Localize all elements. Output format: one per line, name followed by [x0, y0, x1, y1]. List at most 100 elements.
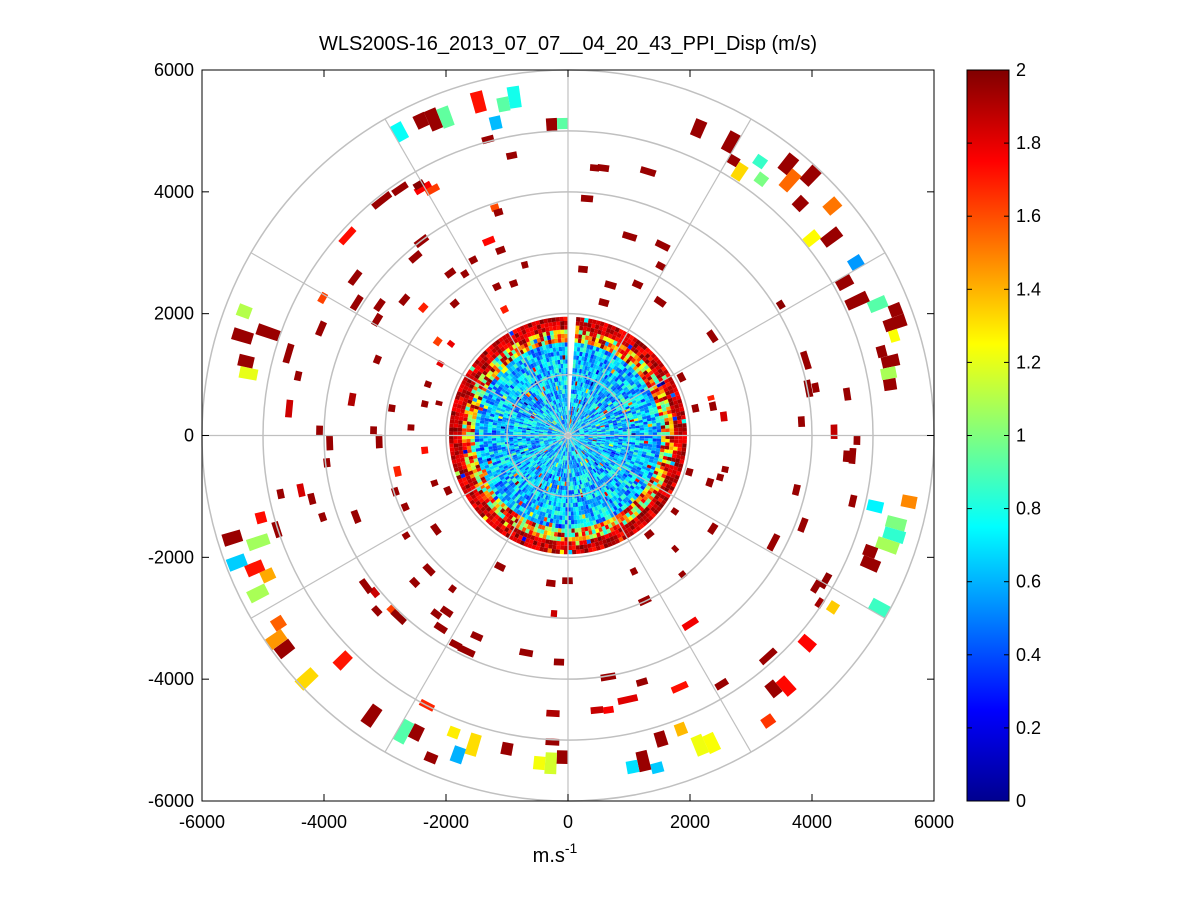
radar-cell [614, 488, 619, 494]
radar-cell [576, 476, 580, 481]
radar-cell [639, 388, 646, 394]
radar-cell [489, 413, 495, 418]
radar-cell [644, 517, 651, 524]
radar-cell [599, 445, 604, 449]
radar-cell [609, 512, 615, 518]
radar-cell [673, 424, 679, 429]
radar-cell [525, 452, 531, 456]
radar-cell [614, 462, 620, 467]
radar-cell [537, 405, 542, 410]
radar-cell [528, 403, 533, 407]
radar-cell [571, 433, 576, 435]
radar-cell [592, 332, 598, 338]
radar-cell [591, 415, 596, 420]
radar-cell [605, 485, 610, 491]
radar-cell [621, 467, 627, 472]
radar-cell [639, 408, 645, 412]
radar-cell [564, 342, 568, 347]
radar-cell [560, 468, 563, 473]
radar-cell [560, 398, 563, 403]
radar-cell [633, 449, 639, 453]
radar-cell [487, 432, 492, 436]
radar-cell [572, 459, 575, 465]
radar-cell [570, 515, 574, 521]
radar-cell [457, 644, 476, 658]
radar-cell [608, 372, 613, 378]
radar-cell [548, 407, 552, 412]
radar-cell [643, 424, 649, 428]
radar-cell [644, 409, 650, 414]
radar-cell [500, 502, 506, 508]
radar-cell [546, 403, 551, 408]
radar-cell [595, 445, 600, 449]
radar-cell [651, 392, 658, 398]
radar-cell [609, 429, 615, 432]
radar-cell [246, 583, 270, 604]
radar-cell [641, 503, 647, 510]
radar-cell [499, 390, 505, 396]
radar-cell [501, 448, 507, 452]
radar-cell [615, 476, 620, 481]
radar-cell [586, 457, 590, 462]
radar-cell [614, 372, 620, 378]
radar-cell [518, 457, 524, 462]
radar-cell [537, 524, 543, 530]
radar-cell [594, 541, 600, 547]
radar-cell [601, 492, 607, 498]
radar-cell [653, 509, 660, 515]
radar-cell [574, 428, 579, 432]
radar-cell [472, 411, 478, 417]
radar-cell [494, 525, 501, 532]
radar-cell [535, 395, 540, 400]
radar-cell [605, 355, 610, 361]
radar-cell [485, 517, 492, 524]
radar-cell [559, 489, 563, 495]
radar-cell [588, 380, 593, 386]
radar-cell [655, 402, 661, 407]
radar-cell [391, 181, 409, 197]
radar-cell [577, 467, 580, 472]
radar-cell [556, 399, 559, 404]
radar-cell [497, 378, 503, 384]
radar-cell [563, 451, 566, 456]
radar-cell [490, 468, 496, 473]
radar-cell [423, 107, 444, 132]
radar-cell [597, 458, 602, 463]
radar-cell [647, 420, 652, 425]
radar-cell [535, 532, 540, 538]
radar-cell [652, 406, 658, 411]
radar-cell [585, 452, 590, 457]
radar-cell [608, 383, 614, 389]
radar-cell [775, 299, 786, 310]
radar-cell [539, 511, 544, 516]
radar-cell [562, 464, 564, 469]
radar-cell [472, 480, 479, 486]
radar-cell [511, 382, 517, 388]
radar-cell [603, 448, 608, 452]
radar-cell [597, 500, 602, 506]
radar-cell [559, 441, 563, 445]
radar-cell [511, 450, 516, 454]
radar-cell [626, 399, 632, 404]
radar-cell [535, 476, 540, 481]
radar-cell [606, 393, 611, 398]
radar-cell [570, 429, 574, 434]
radar-cell [540, 516, 545, 521]
radar-cell [576, 497, 580, 503]
radar-cell [682, 431, 687, 436]
radar-cell [465, 475, 471, 481]
radar-cell [625, 506, 631, 513]
radar-cell [467, 417, 472, 422]
radar-cell [509, 425, 514, 428]
radar-cell [640, 468, 646, 473]
radar-cell [483, 441, 488, 445]
radar-cell [548, 343, 553, 349]
radar-cell [610, 462, 615, 467]
radar-cell [464, 409, 470, 415]
radar-cell [483, 423, 489, 428]
radar-cell [607, 465, 613, 470]
radar-cell [510, 505, 516, 511]
radar-cell [572, 385, 575, 390]
radar-cell [527, 350, 532, 356]
radar-cell [532, 540, 538, 546]
